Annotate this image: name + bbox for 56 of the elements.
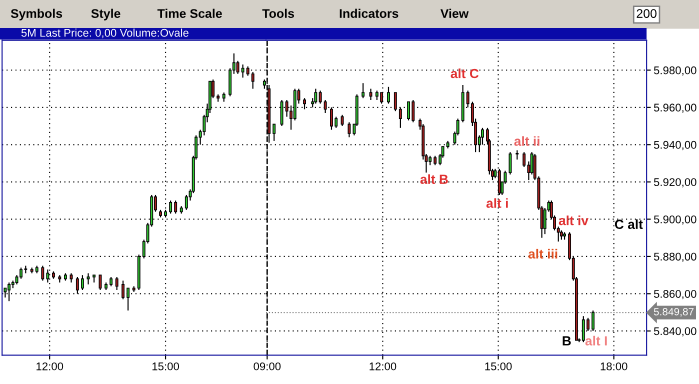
annotation: alt i (486, 198, 508, 208)
candlestick (560, 230, 563, 240)
annotation: B (562, 336, 571, 346)
candlestick (122, 280, 125, 300)
candlestick (314, 88, 318, 104)
y-tick-label: 5.900,00 (654, 215, 696, 225)
candlestick (428, 155, 432, 166)
candlestick (272, 124, 276, 142)
candlestick (394, 92, 397, 112)
y-tick-label: 5.940,00 (654, 140, 696, 150)
annotation: alt C (450, 68, 479, 78)
candlestick (241, 64, 244, 78)
candlestick (41, 265, 44, 282)
x-tick-label: 15:00 (152, 362, 180, 370)
y-tick-label: 5.860,00 (654, 290, 696, 300)
x-tick-label: 12:00 (36, 362, 64, 370)
text: Time Scale (157, 8, 222, 18)
candlestick (80, 274, 84, 291)
candlestick (251, 71, 254, 90)
text: 200 (636, 9, 657, 18)
candlestick (236, 60, 240, 74)
y-tick-label: 5.920,00 (654, 178, 696, 188)
candlestick (387, 86, 390, 104)
candlestick (222, 92, 226, 102)
annotation: alt ii (514, 136, 540, 146)
candlestick (110, 276, 113, 287)
candlestick (174, 200, 178, 214)
x-tick-label: 18:00 (600, 362, 628, 370)
annotation: alt iii (528, 248, 558, 259)
x-tick-label: 09:00 (254, 362, 281, 370)
annotation: alt I (585, 336, 607, 346)
candlestick (516, 150, 519, 160)
candlestick (115, 276, 118, 291)
chart-title: 5M Last Price: 0,00 Volume:Ovale (21, 28, 188, 38)
ref-line-label: 5.849,87 (654, 308, 694, 317)
text: Tools (262, 8, 294, 18)
text: Indicators (340, 8, 398, 18)
candlestick (20, 267, 23, 280)
annotation: alt iv (558, 216, 588, 226)
y-tick-label: 5.840,00 (654, 327, 696, 336)
text: View (440, 8, 469, 18)
annotation: alt B (420, 174, 448, 184)
x-tick-label: 12:00 (370, 362, 396, 370)
y-tick-label: 5.880,00 (654, 252, 696, 262)
annotation: C alt (614, 219, 643, 230)
y-tick-label: 5.980,00 (654, 66, 696, 76)
text: Symbols (10, 8, 62, 20)
x-tick-label: 15:00 (485, 362, 512, 370)
candlestick (362, 82, 365, 99)
candlestick (348, 122, 351, 138)
text: Style (91, 8, 120, 20)
candlestick (508, 152, 512, 176)
candlestick (434, 155, 437, 166)
y-tick-label: 5.960,00 (654, 104, 696, 113)
candlestick (169, 200, 172, 214)
candlestick (318, 90, 322, 104)
